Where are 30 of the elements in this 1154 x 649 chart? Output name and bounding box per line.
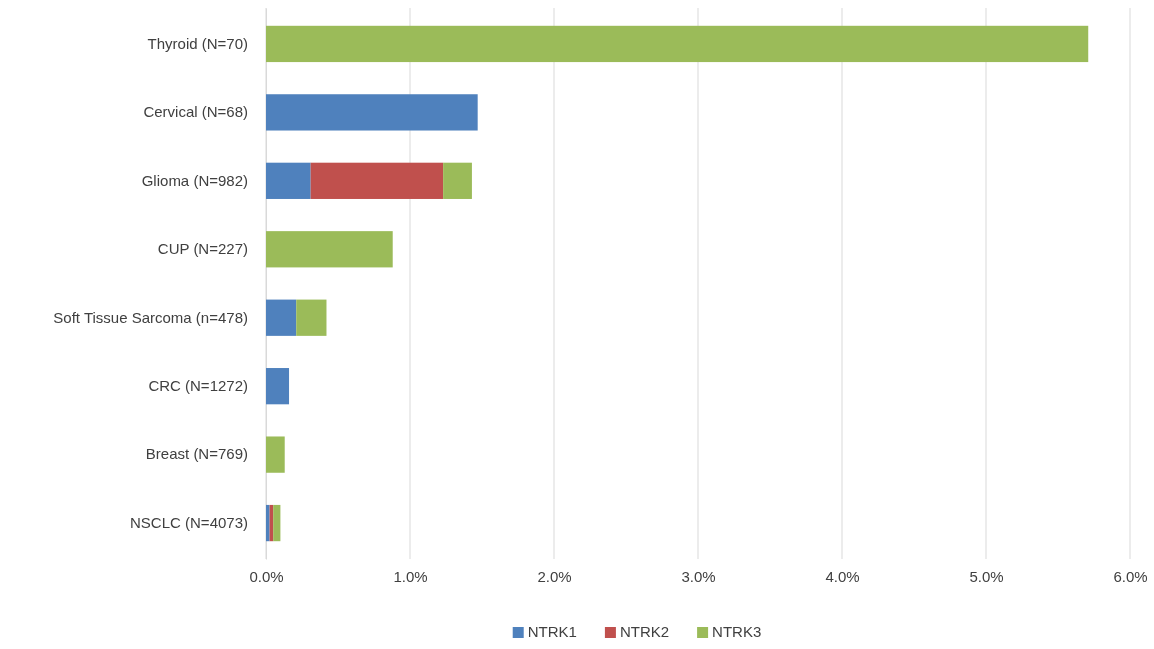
y-tick-label: Thyroid (N=70) bbox=[147, 34, 248, 52]
x-tick-label: 2.0% bbox=[537, 567, 572, 585]
x-tick-label: 5.0% bbox=[969, 567, 1004, 585]
bar bbox=[296, 299, 327, 336]
bar bbox=[266, 162, 311, 199]
bar bbox=[310, 162, 444, 199]
y-tick-label: Glioma (N=982) bbox=[141, 171, 248, 189]
x-tick-label: 4.0% bbox=[825, 567, 860, 585]
x-tick-label: 3.0% bbox=[681, 567, 716, 585]
bar bbox=[266, 25, 1089, 63]
y-tick-label: Cervical (N=68) bbox=[143, 103, 248, 121]
y-tick-label: CUP (N=227) bbox=[157, 240, 248, 258]
y-tick-label: Soft Tissue Sarcoma (n=478) bbox=[53, 308, 248, 326]
bar bbox=[266, 299, 297, 336]
legend-label: NTRK1 bbox=[527, 623, 577, 640]
y-tick-label: NSCLC (N=4073) bbox=[130, 513, 248, 531]
x-tick-label: 0.0% bbox=[249, 567, 284, 585]
legend-label: NTRK2 bbox=[619, 623, 670, 640]
bar bbox=[266, 436, 285, 473]
bar bbox=[443, 162, 472, 199]
bar bbox=[266, 504, 270, 542]
bar bbox=[266, 368, 290, 405]
x-tick-label: 1.0% bbox=[393, 567, 428, 585]
bar bbox=[266, 94, 478, 131]
y-tick-label: Breast (N=769) bbox=[145, 445, 248, 463]
bar bbox=[273, 504, 281, 542]
legend-label: NTRK3 bbox=[712, 623, 762, 640]
bar bbox=[266, 231, 393, 268]
x-tick-label: 6.0% bbox=[1113, 567, 1148, 585]
y-tick-label: CRC (N=1272) bbox=[148, 376, 248, 394]
